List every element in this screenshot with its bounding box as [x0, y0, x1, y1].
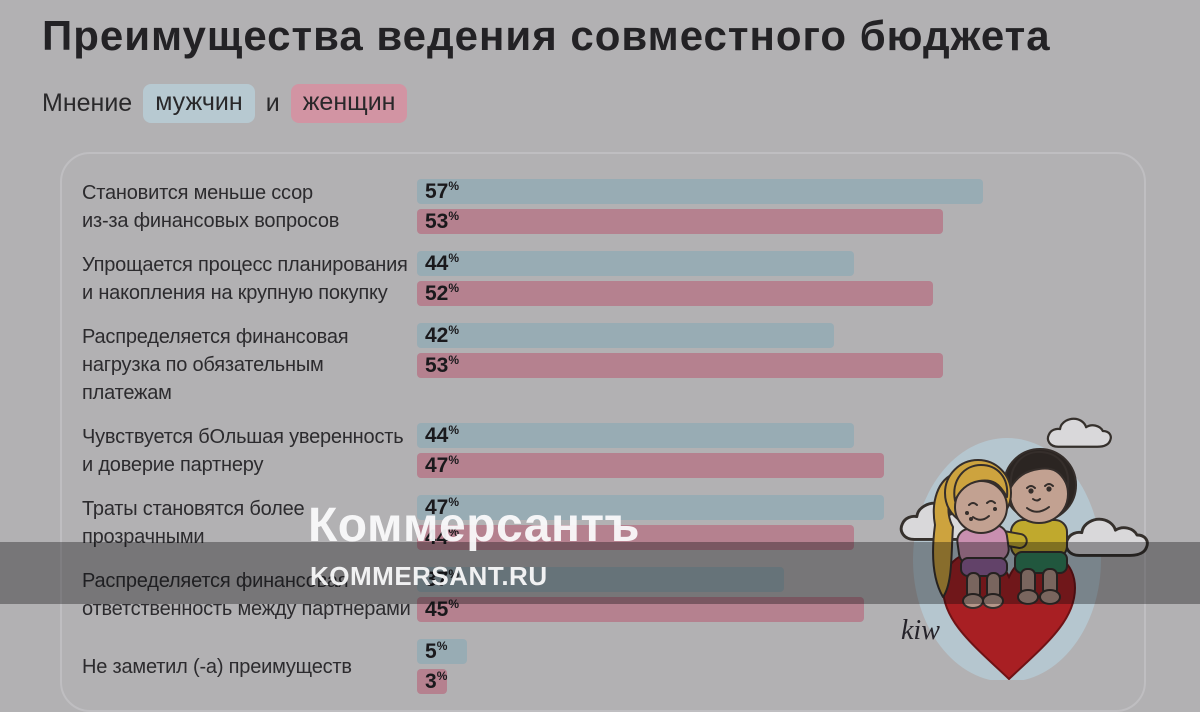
- bar-мужчин: 44%: [417, 251, 854, 276]
- bar-женщин: 52%: [417, 281, 933, 306]
- bar-value-label: 57%: [425, 178, 460, 203]
- watermark-band: [0, 542, 1200, 604]
- bar-value-label: 5%: [425, 638, 448, 663]
- bar-value-label: 52%: [425, 280, 460, 305]
- category-label: Не заметил (-а) преимуществ: [82, 655, 352, 678]
- chart-rows: Становится меньше ссор из-за финансовых в…: [82, 179, 983, 710]
- boy-pants: [1014, 551, 1068, 574]
- artist-signature: kiw: [901, 615, 940, 646]
- bar-мужчин: 47%: [417, 495, 884, 520]
- girl-hair: [932, 472, 964, 598]
- bar-pair: 44% 52%: [417, 251, 933, 307]
- bar-pair: 44% 47%: [417, 423, 884, 479]
- category-label: Распределяется финансовая ответственность…: [82, 570, 411, 620]
- category-label: Распределяется финансовая нагрузка по обя…: [82, 326, 349, 404]
- chart-group: Становится меньше ссор из-за финансовых в…: [82, 179, 983, 235]
- kommersant-url: KOMMERSANT.RU: [310, 561, 548, 591]
- category-label: Траты становятся более прозрачными: [82, 498, 305, 548]
- bar-женщин: 3%: [417, 669, 447, 694]
- chart-panel: Становится меньше ссор из-за финансовых в…: [60, 152, 1146, 712]
- bar-value-label: 44%: [425, 250, 460, 275]
- bar-value-label: 53%: [425, 208, 460, 233]
- bar-value-label: 37%: [425, 566, 460, 591]
- bar-pair: 5% 3%: [417, 639, 467, 694]
- bar-мужчин: 37%: [417, 567, 784, 592]
- girl-shorts: [960, 557, 1008, 577]
- bar-мужчин: 42%: [417, 323, 834, 348]
- bar-женщин: 44%: [417, 525, 854, 550]
- bar-pair: 37% 45%: [417, 567, 864, 623]
- chart-group: Упрощается процесс планирования и накопле…: [82, 251, 983, 307]
- bar-женщин: 53%: [417, 209, 943, 234]
- chart-group: Траты становятся более прозрачными 47% 44%: [82, 495, 983, 551]
- bar-pair: 57% 53%: [417, 179, 983, 235]
- bar-value-label: 3%: [425, 668, 448, 693]
- category-label: Становится меньше ссор из-за финансовых в…: [82, 182, 340, 232]
- legend-chip-male: мужчин: [143, 84, 255, 123]
- chart-group: Распределяется финансовая нагрузка по обя…: [82, 323, 983, 407]
- bar-value-label: 45%: [425, 596, 460, 621]
- boy-shoe: [1017, 589, 1039, 605]
- chart-group: Чувствуется бОльшая уверенность и доверие…: [82, 423, 983, 479]
- page-title: Преимущества ведения совместного бюджета: [42, 12, 1051, 59]
- kommersant-logo: Коммерсантъ: [308, 499, 640, 552]
- bar-pair: 42% 53%: [417, 323, 943, 407]
- bar-value-label: 47%: [425, 452, 460, 477]
- girl-shoe: [982, 593, 1004, 609]
- category-label: Упрощается процесс планирования и накопле…: [82, 254, 408, 304]
- bar-мужчин: 5%: [417, 639, 467, 664]
- bar-value-label: 42%: [425, 322, 460, 347]
- girl-bangs: [953, 464, 1009, 502]
- legend-chip-female: женщин: [290, 84, 408, 123]
- category-label: Чувствуется бОльшая уверенность и доверие…: [82, 426, 404, 476]
- bar-женщин: 47%: [417, 453, 884, 478]
- boy-hair-front: [1009, 450, 1070, 488]
- bar-женщин: 45%: [417, 597, 864, 622]
- chart-group: Распределяется финансовая ответственность…: [82, 567, 983, 623]
- bar-value-label: 47%: [425, 494, 460, 519]
- legend-connector: и: [265, 89, 280, 117]
- bar-value-label: 53%: [425, 352, 460, 377]
- bar-мужчин: 57%: [417, 179, 983, 204]
- bar-value-label: 44%: [425, 524, 460, 549]
- chart-group: Не заметил (-а) преимуществ 5% 3%: [82, 639, 983, 694]
- chart-legend: Мнение мужчин и женщин: [42, 84, 408, 123]
- love-is-illustration: kiw: [899, 417, 1149, 680]
- bar-женщин: 53%: [417, 353, 943, 378]
- boy-shoe: [1039, 589, 1061, 605]
- legend-prefix: Мнение: [42, 89, 133, 117]
- bar-мужчин: 44%: [417, 423, 854, 448]
- bar-pair: 47% 44%: [417, 495, 884, 551]
- bar-value-label: 44%: [425, 422, 460, 447]
